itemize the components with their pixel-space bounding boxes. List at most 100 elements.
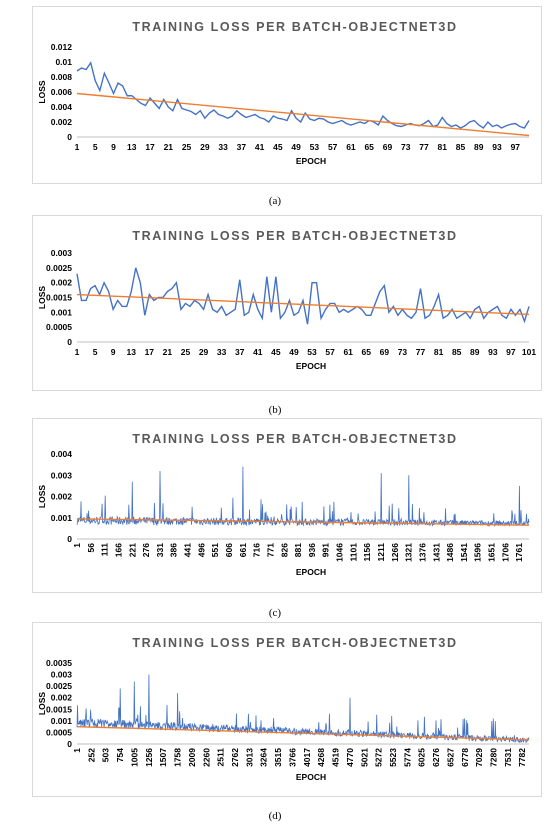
x-tick-label: 65 <box>364 142 374 152</box>
x-tick-label: 57 <box>325 347 335 357</box>
x-tick-label: 17 <box>145 347 155 357</box>
chart-svg-c: TRAINING LOSS PER BATCH-OBJECTNET3D 0 0.00… <box>37 432 530 577</box>
x-tick-label: 1 <box>72 543 82 548</box>
x-tick-label: 77 <box>416 347 426 357</box>
y-tick-label: 0.002 <box>51 117 73 127</box>
x-tick-label: 6527 <box>445 748 455 767</box>
caption-d: (d) <box>268 810 282 822</box>
y-tick-label: 0.0035 <box>46 658 72 668</box>
x-tick-label: 1 <box>75 142 80 152</box>
x-tick-label: 3013 <box>244 748 254 767</box>
trend-line <box>76 725 530 741</box>
x-tick-label: 1211 <box>376 543 386 562</box>
chart-panel-d: TRAINING LOSS PER BATCH-OBJECTNET3D 0 0.00… <box>32 622 542 797</box>
x-tick-label: 606 <box>224 543 234 557</box>
y-tick-label: 0.0025 <box>46 263 72 273</box>
x-tick-label: 61 <box>343 347 353 357</box>
x-tick-label: 73 <box>401 142 411 152</box>
x-tick-label: 5 <box>93 142 98 152</box>
y-axis-label: LOSS <box>37 692 47 715</box>
x-tick-label: 1156 <box>362 543 372 562</box>
y-tick-label: 0.0005 <box>46 322 72 332</box>
x-tick-label: 33 <box>218 142 228 152</box>
x-tick-label: 85 <box>456 142 466 152</box>
x-tick-label: 386 <box>169 543 179 557</box>
x-tick-label: 21 <box>163 347 173 357</box>
x-tick-label: 991 <box>321 543 331 557</box>
x-tick-label: 1 <box>72 748 82 753</box>
chart-title: TRAINING LOSS PER BATCH-OBJECTNET3D <box>132 229 457 243</box>
x-axis-label: EPOCH <box>296 156 326 166</box>
y-tick-label: 0 <box>67 739 72 749</box>
caption-c: (c) <box>268 607 282 619</box>
chart-title: TRAINING LOSS PER BATCH-OBJECTNET3D <box>132 20 457 34</box>
x-tick-label: 5272 <box>374 748 384 767</box>
y-tick-label: 0.001 <box>51 716 73 726</box>
y-tick-label: 0.004 <box>51 449 73 459</box>
y-tick-label: 0.0015 <box>46 293 72 303</box>
y-tick-label: 0.004 <box>51 102 73 112</box>
y-tick-label: 0 <box>67 337 72 347</box>
x-tick-label: 25 <box>182 142 192 152</box>
y-tick-label: 0.0025 <box>46 681 72 691</box>
x-tick-label: 1596 <box>473 543 483 562</box>
x-tick-label: 5523 <box>388 748 398 767</box>
x-tick-label: 6025 <box>417 748 427 767</box>
x-tick-label: 881 <box>293 543 303 557</box>
x-tick-label: 9 <box>111 347 116 357</box>
x-tick-label: 1431 <box>431 543 441 562</box>
x-tick-label: 89 <box>470 347 480 357</box>
x-tick-label: 1 <box>75 347 80 357</box>
chart-panel-a: TRAINING LOSS PER BATCH-OBJECTNET3D 0 0.00… <box>32 6 542 184</box>
y-tick-label: 0.003 <box>51 670 73 680</box>
x-tick-label: 97 <box>511 142 521 152</box>
x-tick-label: 4770 <box>345 748 355 767</box>
x-tick-label: 53 <box>310 142 320 152</box>
x-tick-label: 2009 <box>187 748 197 767</box>
chart-title: TRAINING LOSS PER BATCH-OBJECTNET3D <box>132 636 457 650</box>
trend-line <box>76 92 530 137</box>
x-tick-label: 93 <box>492 142 502 152</box>
y-tick-label: 0.002 <box>51 278 73 288</box>
x-tick-label: 5774 <box>402 748 412 767</box>
x-tick-label: 1376 <box>417 543 427 562</box>
y-tick-label: 0.006 <box>51 87 73 97</box>
x-tick-label: 716 <box>252 543 262 557</box>
x-tick-label: 93 <box>488 347 498 357</box>
x-tick-label: 5 <box>93 347 98 357</box>
x-tick-label: 1507 <box>158 748 168 767</box>
x-tick-label: 37 <box>237 142 247 152</box>
x-tick-label: 69 <box>380 347 390 357</box>
x-tick-label: 97 <box>506 347 516 357</box>
x-tick-label: 81 <box>434 347 444 357</box>
x-tick-label: 1256 <box>144 748 154 767</box>
x-tick-label: 57 <box>328 142 338 152</box>
x-tick-label: 1005 <box>129 748 139 767</box>
x-tick-label: 4268 <box>316 748 326 767</box>
x-tick-label: 826 <box>279 543 289 557</box>
caption-b: (b) <box>268 404 282 416</box>
x-tick-label: 771 <box>265 543 275 557</box>
x-tick-label: 1706 <box>500 543 510 562</box>
x-tick-label: 61 <box>346 142 356 152</box>
x-tick-label: 9 <box>111 142 116 152</box>
x-tick-label: 6276 <box>431 748 441 767</box>
x-tick-label: 6778 <box>460 748 470 767</box>
x-tick-label: 4017 <box>302 748 312 767</box>
trend-line <box>76 518 530 526</box>
x-tick-label: 252 <box>86 748 96 762</box>
x-tick-label: 1758 <box>173 748 183 767</box>
caption-a: (a) <box>268 195 282 207</box>
y-tick-label: 0.001 <box>51 307 73 317</box>
loss-series-line <box>76 674 530 743</box>
x-tick-label: 7782 <box>517 748 527 767</box>
x-tick-label: 77 <box>419 142 429 152</box>
x-tick-label: 5021 <box>359 748 369 767</box>
x-tick-label: 551 <box>210 543 220 557</box>
x-tick-label: 754 <box>115 748 125 762</box>
x-tick-label: 29 <box>199 347 209 357</box>
x-tick-label: 56 <box>86 543 96 553</box>
y-tick-label: 0.003 <box>51 248 73 258</box>
loss-series-line <box>76 61 530 129</box>
x-tick-label: 73 <box>398 347 408 357</box>
